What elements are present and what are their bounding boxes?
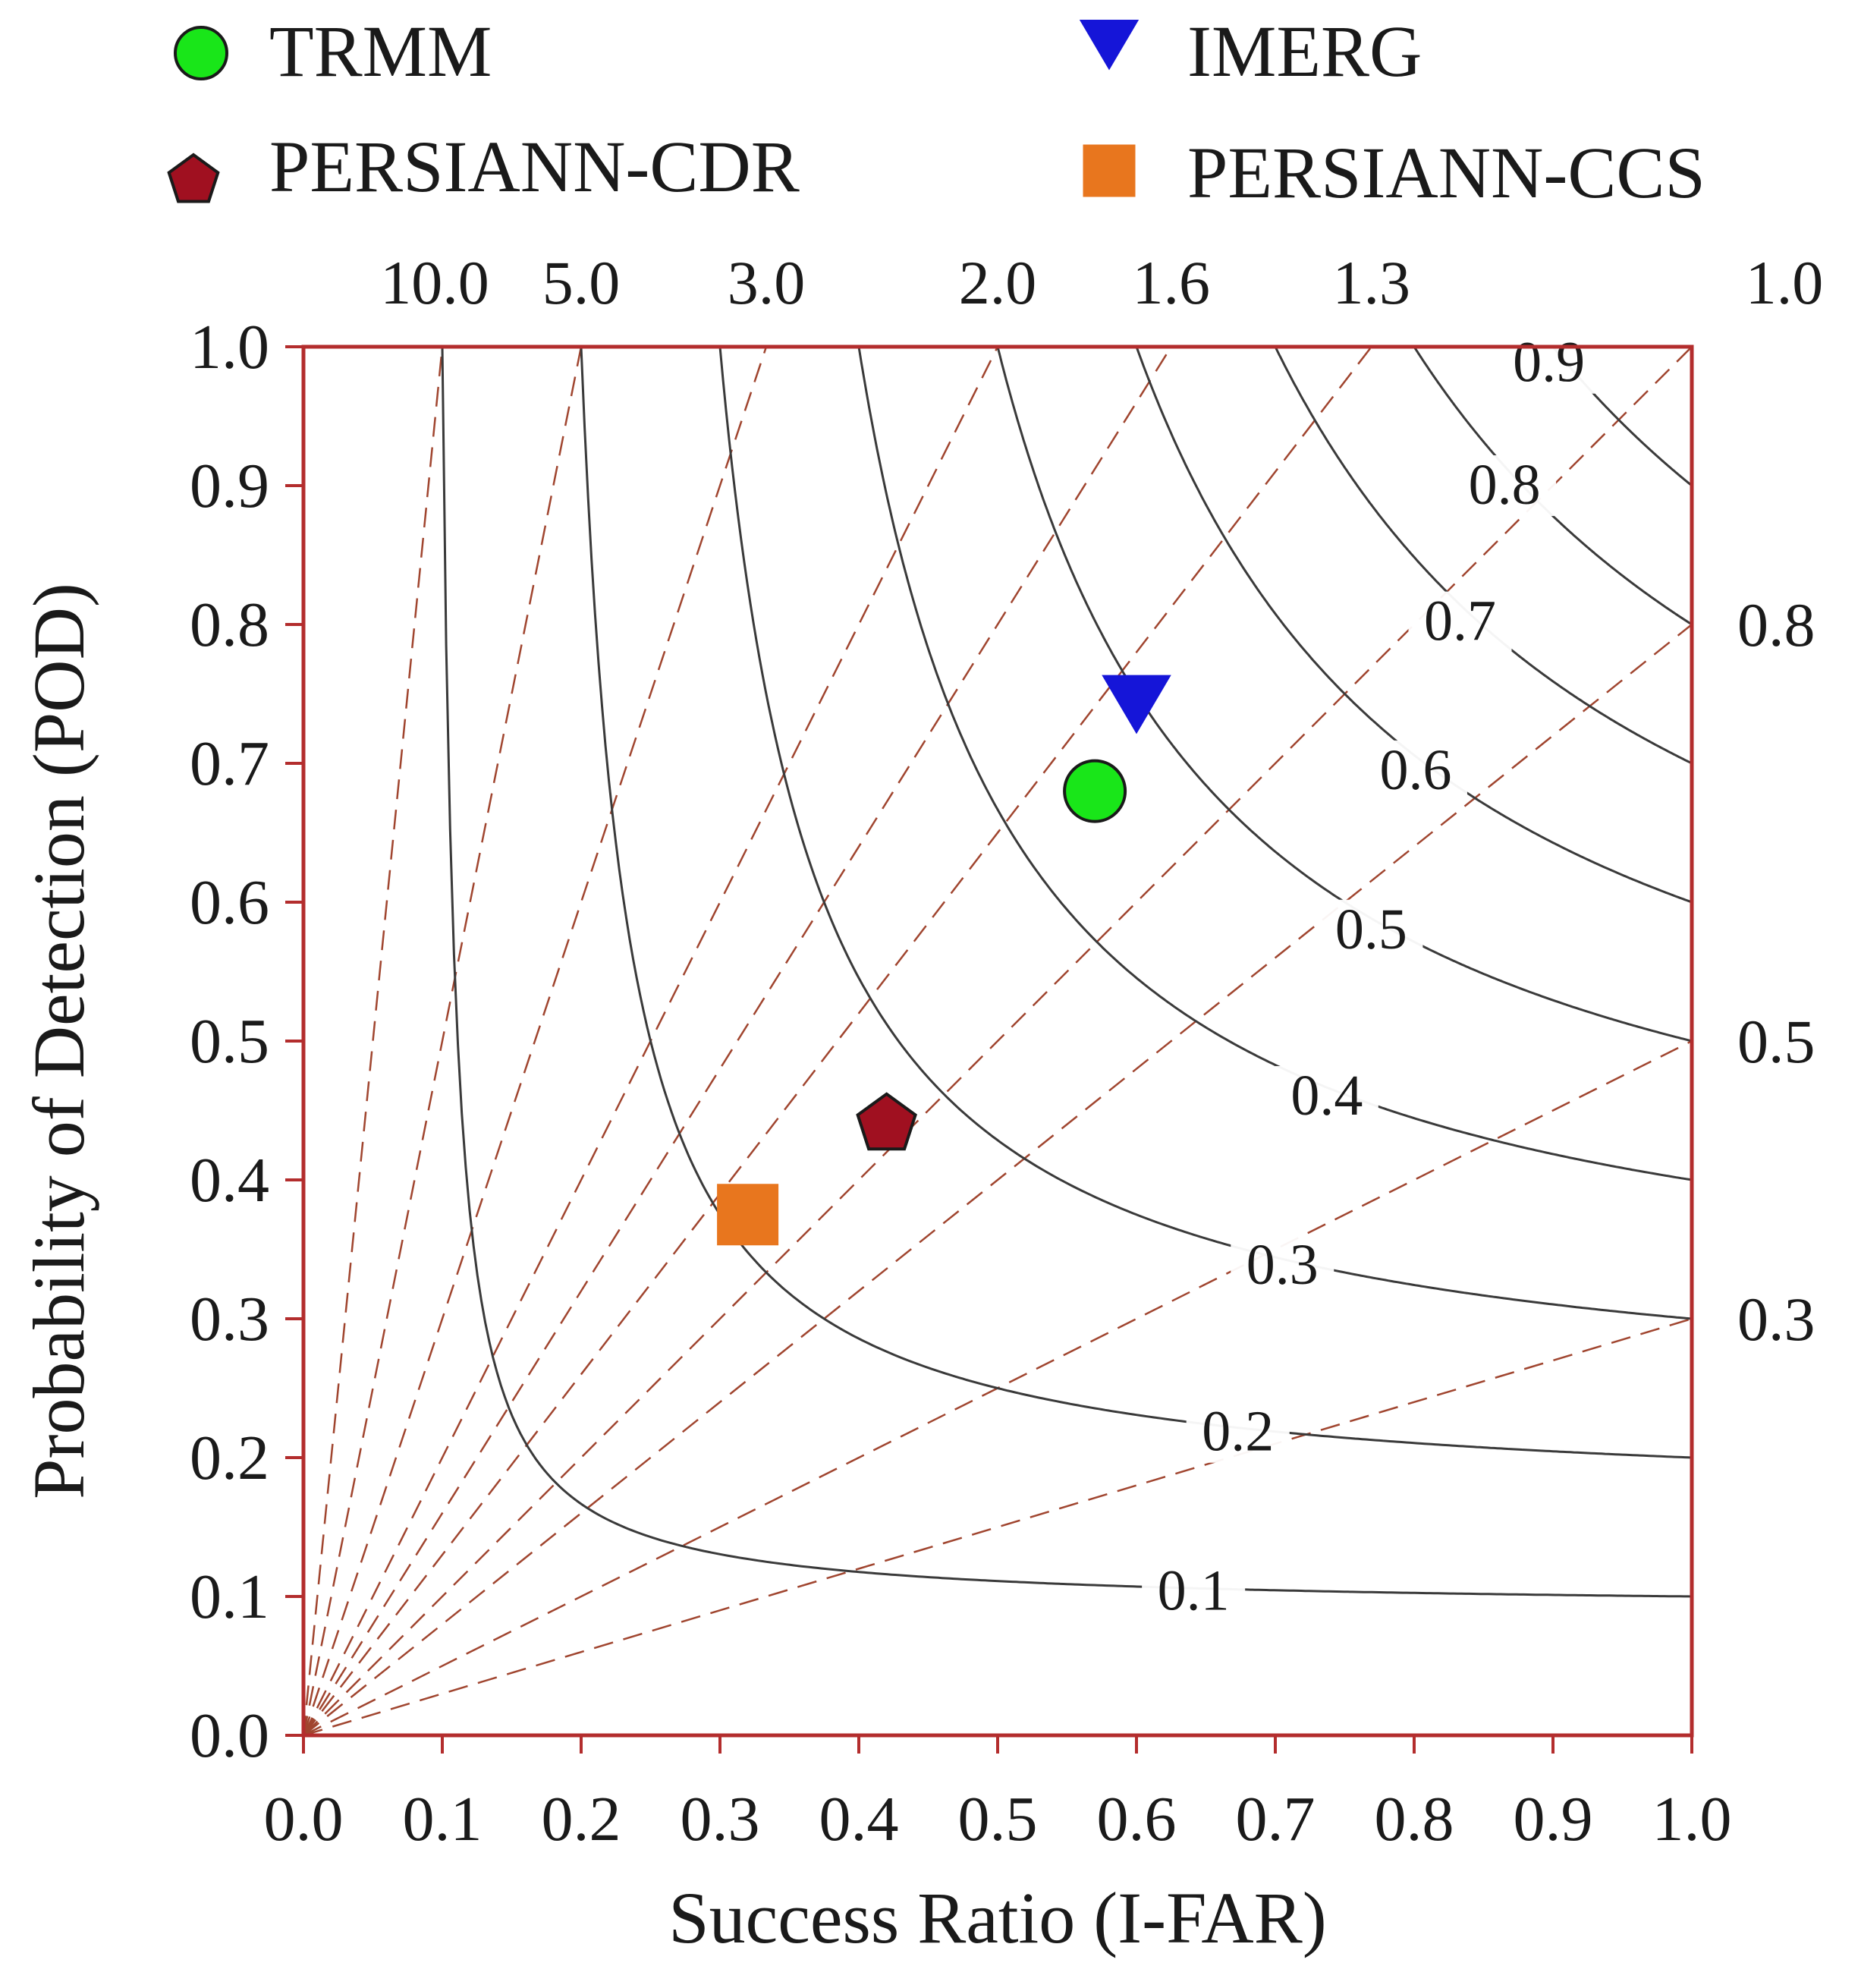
bias-label-10-0: 10.0 xyxy=(380,248,489,317)
bias-label-0-5: 0.5 xyxy=(1737,1007,1815,1076)
csi-label-bg-0-5 xyxy=(1319,899,1423,961)
x-tick-label-0-1: 0.1 xyxy=(403,1784,483,1854)
x-tick-label-0-0: 0.0 xyxy=(264,1784,344,1854)
csi-contour-0-4 xyxy=(857,347,1692,1181)
legend-symbol-persiann-ccs xyxy=(1083,144,1136,197)
x-tick-label-0-8: 0.8 xyxy=(1375,1784,1454,1854)
x-tick-label-0-5: 0.5 xyxy=(958,1784,1038,1854)
legend-symbol-persiann-cdr xyxy=(167,153,220,203)
y-tick-label-0-3: 0.3 xyxy=(190,1284,269,1354)
y-tick-label-0-6: 0.6 xyxy=(190,867,269,938)
bias-label-3-0: 3.0 xyxy=(728,248,806,317)
legend-item-persiann-ccs: PERSIANN-CCS xyxy=(1083,132,1705,213)
y-tick-label-0-0: 0.0 xyxy=(190,1700,269,1771)
y-axis-title: Probability of Detection (POD) xyxy=(18,583,99,1499)
legend-label-persiann-cdr: PERSIANN-CDR xyxy=(269,126,800,207)
csi-label-bg-0-8 xyxy=(1453,455,1557,517)
bias-line-3-0 xyxy=(303,347,768,1735)
data-markers xyxy=(717,675,1171,1246)
csi-label-0-4: 0.4 xyxy=(1290,1064,1363,1128)
csi-label-0-2: 0.2 xyxy=(1202,1400,1274,1464)
x-tick-label-0-4: 0.4 xyxy=(819,1784,899,1854)
x-tick-label-0-9: 0.9 xyxy=(1514,1784,1593,1854)
legend-item-trmm: TRMM xyxy=(174,11,492,92)
legend-item-persiann-cdr: PERSIANN-CDR xyxy=(167,126,800,207)
bias-line-1-3 xyxy=(303,347,1372,1735)
x-tick-label-0-3: 0.3 xyxy=(681,1784,760,1854)
x-axis-title: Success Ratio (I-FAR) xyxy=(668,1877,1326,1958)
bias-line-10-0 xyxy=(303,347,444,1735)
csi-label-0-1: 0.1 xyxy=(1158,1559,1230,1623)
csi-label-bg-0-1 xyxy=(1142,1561,1246,1622)
x-tick-label-1-0: 1.0 xyxy=(1652,1784,1732,1854)
y-tick-label-0-9: 0.9 xyxy=(190,451,269,521)
csi-label-0-3: 0.3 xyxy=(1246,1233,1319,1297)
bias-line-5-0 xyxy=(303,347,583,1735)
bias-line-0-8 xyxy=(303,624,1692,1735)
y-tick-label-0-5: 0.5 xyxy=(190,1006,269,1077)
csi-label-bg-0-7 xyxy=(1408,591,1512,653)
csi-contour-0-1 xyxy=(441,347,1692,1598)
y-tick-label-0-2: 0.2 xyxy=(190,1423,269,1493)
csi-label-bg-0-2 xyxy=(1186,1401,1290,1463)
csi-label-0-7: 0.7 xyxy=(1424,590,1496,653)
data-point-persiann-cdr xyxy=(856,1092,917,1151)
bias-label-1-3: 1.3 xyxy=(1332,248,1410,317)
csi-label-0-5: 0.5 xyxy=(1335,898,1407,961)
x-axis: 0.0 0.1 0.2 0.3 0.4 0.5 0.6 0.7 0.8 0.9 1.0 xyxy=(264,1735,1732,1854)
csi-label-bg-0-3 xyxy=(1231,1235,1334,1296)
data-point-imerg xyxy=(1102,675,1171,734)
y-tick-label-0-7: 0.7 xyxy=(190,728,269,799)
bias-line-1-6 xyxy=(303,347,1172,1735)
csi-labels: 0.1 0.2 0.3 0.4 0.5 0.6 0.7 0.8 0.9 xyxy=(1142,331,1601,1623)
bias-label-0-8: 0.8 xyxy=(1737,590,1815,659)
y-tick-label-0-8: 0.8 xyxy=(190,590,269,660)
csi-label-0-6: 0.6 xyxy=(1379,738,1451,802)
legend-label-imerg: IMERG xyxy=(1187,11,1422,92)
legend-symbol-trmm xyxy=(174,26,228,80)
legend-marker-persiann-ccs xyxy=(1083,144,1136,197)
legend-item-imerg: IMERG xyxy=(1079,11,1422,92)
bias-label-2-0: 2.0 xyxy=(959,248,1037,317)
csi-contour-0-3 xyxy=(718,347,1692,1320)
legend-marker-persiann-cdr xyxy=(167,153,220,203)
csi-label-bg-0-4 xyxy=(1275,1065,1378,1127)
csi-label-bg-0-6 xyxy=(1363,740,1467,801)
legend-symbol-imerg xyxy=(1079,19,1140,71)
x-tick-label-0-2: 0.2 xyxy=(542,1784,621,1854)
y-tick-label-0-1: 0.1 xyxy=(190,1562,269,1632)
csi-contour-0-8 xyxy=(1413,347,1692,626)
legend-label-persiann-ccs: PERSIANN-CCS xyxy=(1187,132,1705,213)
legend-label-trmm: TRMM xyxy=(269,11,492,92)
x-tick-label-0-6: 0.6 xyxy=(1097,1784,1177,1854)
bias-line-1-0 xyxy=(303,347,1692,1735)
y-tick-label-0-4: 0.4 xyxy=(190,1145,269,1216)
bias-label-1-0: 1.0 xyxy=(1746,248,1824,317)
legend-marker-trmm xyxy=(174,26,228,80)
data-point-persiann-ccs xyxy=(717,1184,779,1246)
bias-line-0-3 xyxy=(303,1317,1692,1735)
x-tick-label-0-7: 0.7 xyxy=(1236,1784,1316,1854)
bias-label-1-6: 1.6 xyxy=(1133,248,1211,317)
y-tick-label-1-0: 1.0 xyxy=(190,312,269,382)
csi-contours xyxy=(441,347,1692,1598)
y-axis: 0.0 0.1 0.2 0.3 0.4 0.5 0.6 0.7 0.8 0.9 1.0 xyxy=(190,312,303,1771)
csi-contour-0-2 xyxy=(580,347,1692,1459)
csi-label-0-8: 0.8 xyxy=(1469,453,1541,517)
legend-marker-imerg xyxy=(1079,19,1140,71)
csi-label-bg-0-9 xyxy=(1497,332,1601,394)
legend: TRMM IMERG PERSIANN-CDR PERSIANN-CCS xyxy=(167,11,1705,213)
bias-label-0-3: 0.3 xyxy=(1737,1285,1815,1354)
bias-lines xyxy=(303,347,1692,1735)
data-point-trmm xyxy=(1063,759,1127,823)
csi-label-0-9: 0.9 xyxy=(1513,331,1585,395)
bias-label-5-0: 5.0 xyxy=(542,248,621,317)
bias-labels: 10.0 5.0 3.0 2.0 1.6 1.3 1.0 0.8 0.5 0.3 xyxy=(380,248,1823,1354)
